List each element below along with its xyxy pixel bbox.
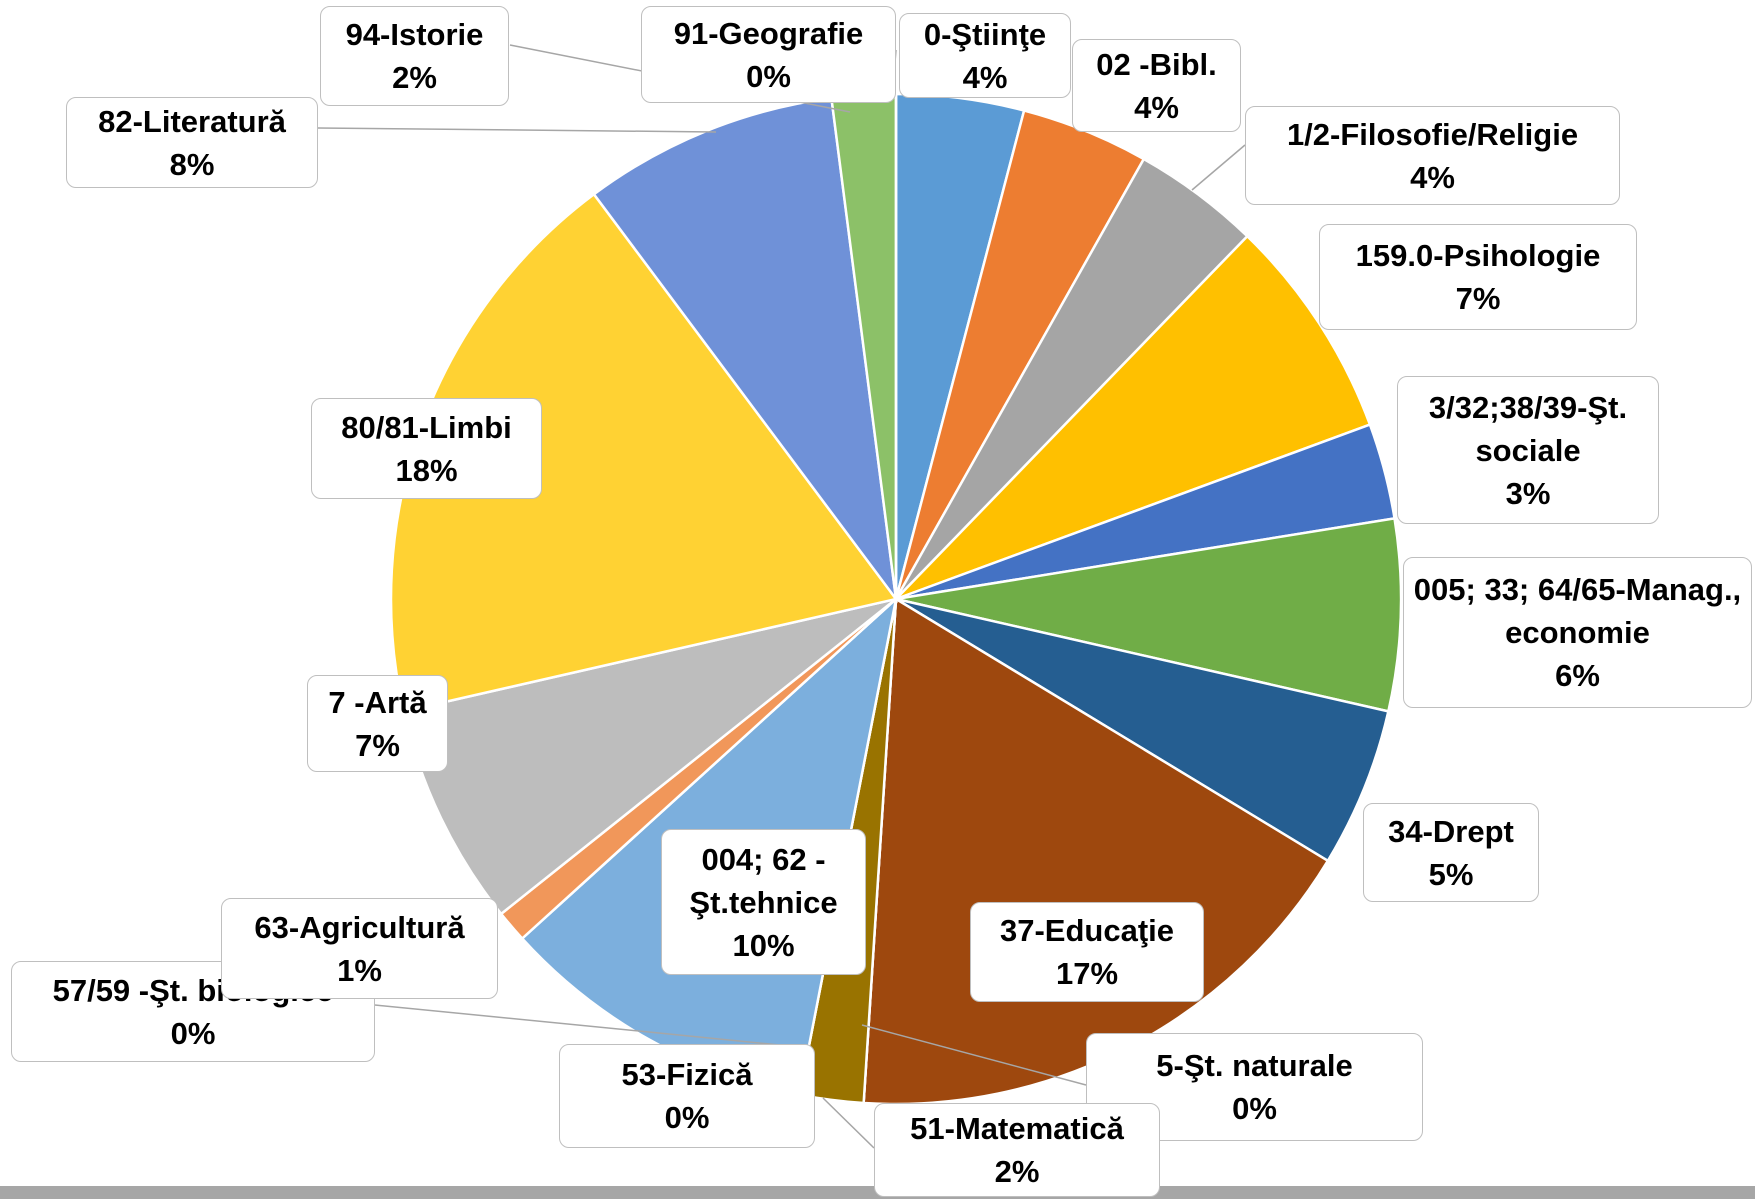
label-name: 159.0-Psihologie	[1355, 238, 1601, 273]
data-label: 7 -Artă 7%	[307, 675, 448, 772]
pie-slice	[895, 516, 1403, 713]
label-name: 34-Drept	[1388, 813, 1514, 849]
data-label: 159.0-Psihologie 7%	[1319, 224, 1637, 330]
label-name: 02 -Bibl.	[1096, 46, 1217, 82]
leader-line	[374, 1004, 781, 1046]
data-label: 37-Educaţie 17%	[970, 902, 1204, 1002]
label-name: 005; 33; 64/65-Manag., economie	[1413, 572, 1742, 650]
data-label: 53-Fizică 0%	[559, 1044, 815, 1148]
data-label: 02 -Bibl. 4%	[1072, 39, 1241, 132]
data-label: 004; 62 - Şt.tehnice 10%	[661, 829, 866, 975]
data-label: 80/81-Limbi 18%	[311, 398, 542, 499]
label-name: 82-Literatură	[98, 103, 286, 139]
label-name: 004; 62 - Şt.tehnice	[689, 841, 838, 920]
label-value: 4%	[1410, 159, 1455, 195]
leader-line	[317, 127, 717, 133]
label-name: 1/2-Filosofie/Religie	[1286, 116, 1579, 152]
label-value: 2%	[392, 60, 437, 95]
label-value: 0%	[170, 1015, 216, 1051]
label-name: 53-Fizică	[621, 1057, 753, 1092]
leader-line	[1191, 144, 1246, 191]
label-name: 63-Agricultură	[254, 909, 465, 945]
label-value: 17%	[1055, 956, 1119, 991]
label-value: 3%	[1505, 475, 1551, 511]
label-name: 0-Ştiinţe	[923, 16, 1047, 52]
label-name: 37-Educaţie	[999, 913, 1174, 948]
label-value: 1%	[337, 952, 382, 988]
label-value: 4%	[1134, 89, 1179, 125]
data-label: 34-Drept 5%	[1363, 803, 1539, 902]
label-value: 7%	[355, 727, 400, 763]
data-label: 91-Geografie 0%	[641, 6, 896, 103]
data-label: 63-Agricultură 1%	[221, 898, 498, 999]
label-name: 80/81-Limbi	[341, 409, 512, 445]
label-value: 10%	[732, 927, 795, 963]
label-value: 4%	[962, 59, 1008, 95]
label-name: 5-Şt. naturale	[1156, 1048, 1353, 1083]
leader-line	[861, 1024, 1087, 1086]
label-value: 18%	[395, 452, 458, 488]
label-value: 8%	[169, 146, 215, 182]
pie-slice	[895, 597, 1390, 863]
label-name: 7 -Artă	[328, 684, 427, 720]
data-label: 1/2-Filosofie/Religie 4%	[1245, 106, 1620, 205]
label-value: 2%	[994, 1154, 1040, 1189]
label-value: 7%	[1455, 281, 1501, 316]
label-name: 91-Geografie	[673, 15, 864, 51]
data-label: 3/32;38/39-Şt. sociale 3%	[1397, 376, 1659, 524]
data-label: 0-Ştiinţe 4%	[899, 13, 1071, 98]
label-name: 51-Matematică	[910, 1111, 1124, 1146]
label-value: 0%	[1232, 1091, 1277, 1126]
data-label: 82-Literatură 8%	[66, 97, 318, 188]
label-value: 0%	[664, 1100, 710, 1135]
leader-line	[822, 1097, 875, 1149]
data-label: 005; 33; 64/65-Manag., economie 6%	[1403, 557, 1752, 708]
data-label: 51-Matematică 2%	[874, 1103, 1160, 1197]
label-name: 94-Istorie	[345, 17, 484, 52]
label-value: 6%	[1555, 658, 1600, 693]
label-value: 5%	[1428, 856, 1474, 892]
data-label: 94-Istorie 2%	[320, 6, 509, 106]
label-name: 3/32;38/39-Şt. sociale	[1428, 389, 1628, 468]
label-value: 0%	[746, 58, 791, 94]
